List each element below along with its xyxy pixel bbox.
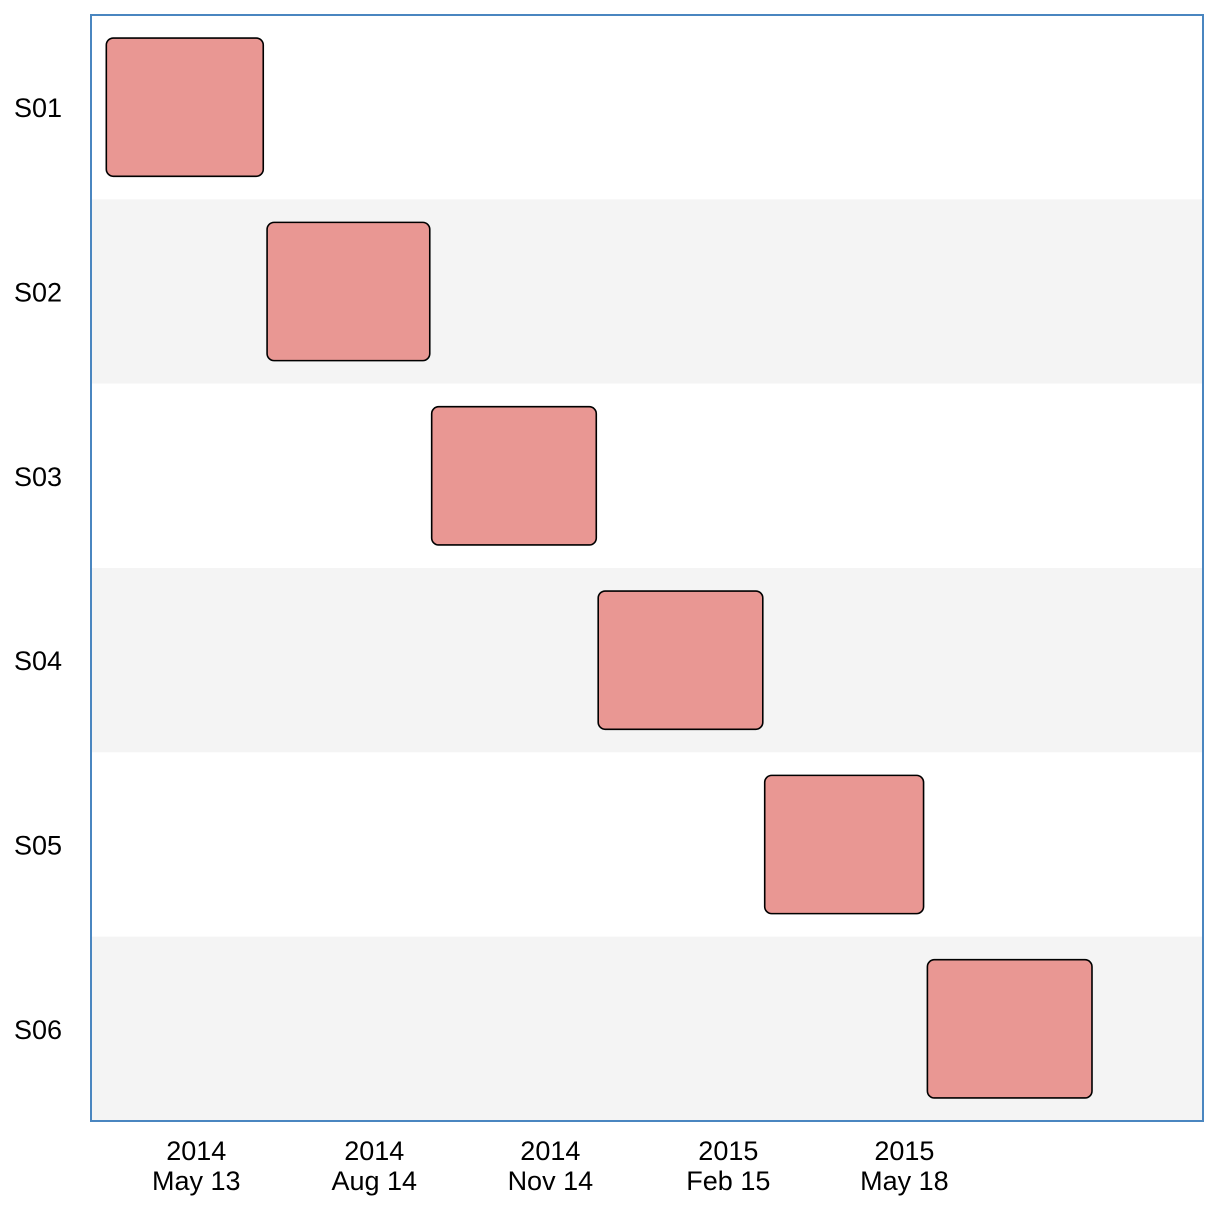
task-bar-s05: [763, 774, 925, 915]
x-tick-year: 2014: [520, 1136, 580, 1166]
task-bar-s02: [266, 221, 431, 362]
row-label: S03: [14, 462, 62, 492]
row-band: [91, 199, 1203, 384]
task-bar-s04: [597, 590, 764, 731]
x-tick-label: Nov 14: [508, 1166, 594, 1196]
plot-frame: [90, 14, 1204, 1122]
x-tick-label: May 18: [860, 1166, 949, 1196]
row-label: S05: [14, 831, 62, 861]
task-bar-s01: [105, 37, 265, 178]
task-bar-s03: [430, 405, 598, 546]
row-band: [91, 383, 1203, 568]
x-tick-year: 2015: [874, 1136, 934, 1166]
row-labels: S01 S02 S03 S04 S05 S06: [14, 93, 62, 1045]
x-tick-year: 2014: [166, 1136, 226, 1166]
x-tick-label: Feb 15: [686, 1166, 770, 1196]
x-tick-label: May 13: [152, 1166, 241, 1196]
row-label: S06: [14, 1015, 62, 1045]
row-label: S01: [14, 93, 62, 123]
x-tick-year: 2015: [698, 1136, 758, 1166]
row-label: S02: [14, 278, 62, 308]
row-band: [91, 752, 1203, 937]
row-bands: [91, 15, 1203, 1121]
x-tick-year: 2014: [344, 1136, 404, 1166]
row-band: [91, 15, 1203, 200]
task-bar-s06: [926, 958, 1093, 1099]
x-tick-label: Aug 14: [331, 1166, 417, 1196]
row-label: S04: [14, 646, 62, 676]
task-bars: [105, 37, 1093, 1099]
